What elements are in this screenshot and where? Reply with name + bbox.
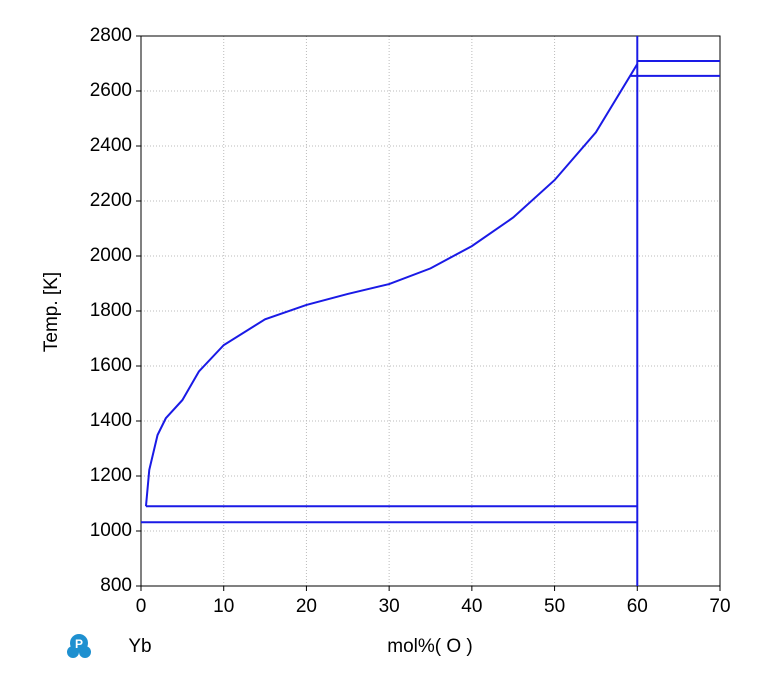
x-axis-label: mol%( O ) xyxy=(387,636,473,657)
component-label: Yb xyxy=(128,636,151,657)
x-tick-label: 60 xyxy=(627,596,648,617)
plot-frame xyxy=(140,35,721,587)
x-tick-label: 50 xyxy=(544,596,565,617)
svg-text:P: P xyxy=(75,637,83,651)
x-tick-label: 40 xyxy=(461,596,482,617)
y-tick-label: 2600 xyxy=(90,80,132,101)
x-tick-label: 20 xyxy=(296,596,317,617)
x-tick-label: 30 xyxy=(379,596,400,617)
y-axis-label: Temp. [K] xyxy=(41,272,62,352)
phase-boundary xyxy=(144,63,639,507)
y-tick-label: 1600 xyxy=(90,355,132,376)
y-tick-label: 1400 xyxy=(90,410,132,431)
y-tick-label: 1800 xyxy=(90,300,132,321)
x-tick-label: 70 xyxy=(709,596,730,617)
y-tick-label: 2800 xyxy=(90,25,132,46)
x-tick-label: 10 xyxy=(213,596,234,617)
y-tick-label: 2200 xyxy=(90,190,132,211)
y-tick-label: 2000 xyxy=(90,245,132,266)
y-tick-label: 1000 xyxy=(90,520,132,541)
x-tick-label: 0 xyxy=(136,596,147,617)
logo: P xyxy=(67,634,91,658)
y-tick-label: 1200 xyxy=(90,465,132,486)
y-tick-label: 2400 xyxy=(90,135,132,156)
y-tick-label: 800 xyxy=(100,575,132,596)
